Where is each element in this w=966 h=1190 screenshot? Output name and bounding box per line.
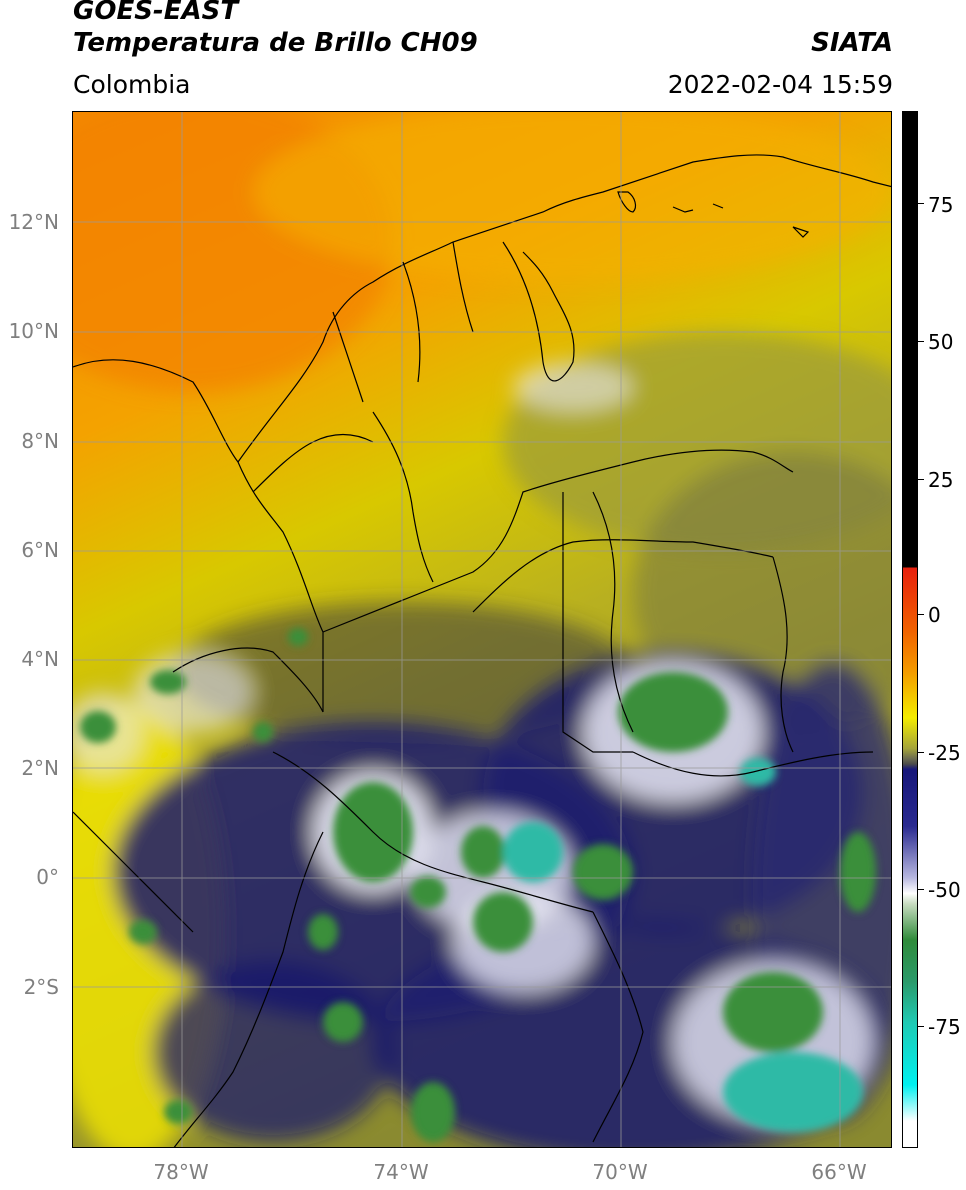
colorbar-tick bbox=[918, 341, 924, 342]
colorbar-tick bbox=[918, 203, 924, 204]
colorbar-tick bbox=[918, 889, 924, 890]
colorbar-label-neg50: -50 bbox=[928, 878, 961, 902]
lat-label-12n: 12°N bbox=[8, 210, 59, 234]
product-title: Temperatura de Brillo CH09 bbox=[73, 28, 478, 58]
satellite-map bbox=[72, 111, 892, 1148]
lat-label-4n: 4°N bbox=[21, 647, 59, 671]
lat-label-8n: 8°N bbox=[21, 429, 59, 453]
region-label: Colombia bbox=[73, 70, 191, 99]
colorbar bbox=[902, 111, 918, 1148]
colorbar-label-75: 75 bbox=[928, 193, 954, 217]
lat-label-10n: 10°N bbox=[8, 319, 59, 343]
lat-label-2s: 2°S bbox=[23, 975, 59, 999]
colorbar-label-neg75: -75 bbox=[928, 1015, 961, 1039]
colorbar-label-25: 25 bbox=[928, 468, 954, 492]
colorbar-tick bbox=[918, 479, 924, 480]
colorbar-tick bbox=[918, 752, 924, 753]
lon-label-78w: 78°W bbox=[153, 1160, 209, 1184]
lat-label-6n: 6°N bbox=[21, 538, 59, 562]
lat-label-0: 0° bbox=[36, 865, 59, 889]
colorbar-tick bbox=[918, 614, 924, 615]
colorbar-tick bbox=[918, 1026, 924, 1027]
gridlines bbox=[73, 112, 891, 1147]
satellite-title: GOES-EAST bbox=[73, 0, 239, 26]
lat-label-2n: 2°N bbox=[21, 756, 59, 780]
cold-cloud-tops bbox=[80, 628, 876, 1142]
colorbar-label-neg25: -25 bbox=[928, 741, 961, 765]
lon-label-74w: 74°W bbox=[373, 1160, 429, 1184]
colorbar-label-0: 0 bbox=[928, 603, 941, 627]
datetime-label: 2022-02-04 15:59 bbox=[667, 70, 893, 99]
brand-label: SIATA bbox=[811, 28, 893, 58]
lon-label-66w: 66°W bbox=[811, 1160, 867, 1184]
coastlines-borders bbox=[73, 154, 891, 1147]
lon-label-70w: 70°W bbox=[592, 1160, 648, 1184]
colorbar-label-50: 50 bbox=[928, 330, 954, 354]
map-canvas bbox=[73, 112, 891, 1147]
